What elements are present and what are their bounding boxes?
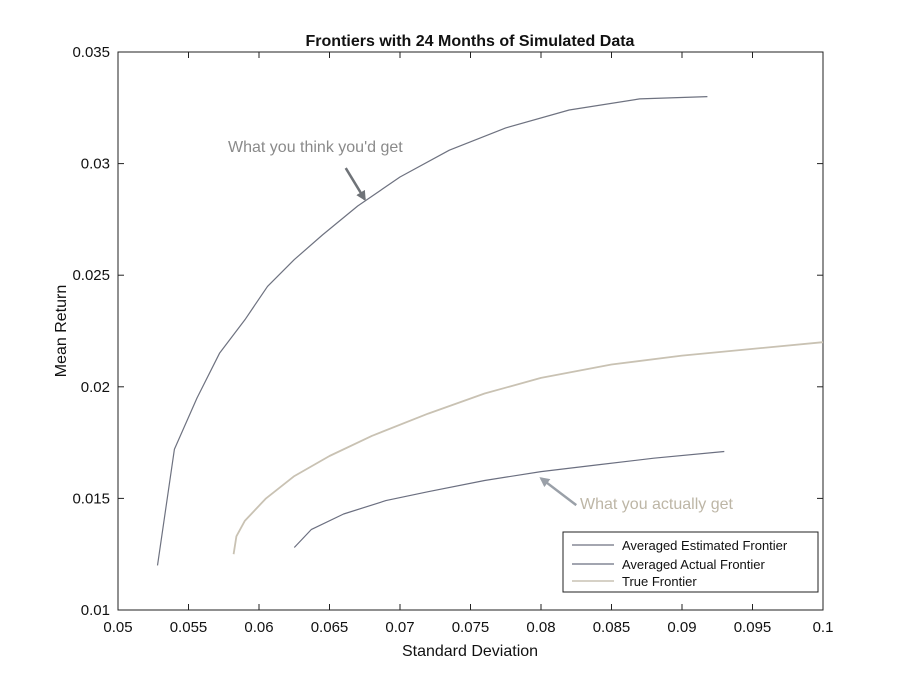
actual-frontier-line (293, 450, 725, 548)
annotation-text-actual: What you actually get (580, 496, 734, 513)
x-tick-label: 0.065 (311, 619, 349, 636)
x-tick-label: 0.06 (244, 619, 273, 636)
x-tick-label: 0.08 (526, 619, 555, 636)
y-axis-ticks: 0.01 0.015 0.02 0.025 0.03 0.035 (72, 44, 823, 619)
legend-box (562, 531, 819, 593)
legend-label-true: True Frontier (622, 574, 697, 589)
x-tick-label: 0.05 (103, 619, 132, 636)
annotation-text-estimated: What you think you'd get (228, 139, 403, 156)
true-frontier-line (232, 341, 824, 555)
plot-area (117, 51, 824, 611)
y-tick-label: 0.035 (72, 44, 110, 61)
x-tick-label: 0.085 (593, 619, 631, 636)
y-tick-label: 0.025 (72, 267, 110, 284)
x-axis-label: Standard Deviation (402, 643, 538, 660)
series-layer (156, 96, 824, 566)
y-tick-label: 0.01 (81, 602, 110, 619)
legend-label-actual: Averaged Actual Frontier (622, 557, 766, 572)
annotation-arrow-actual (539, 477, 578, 507)
y-tick-label: 0.02 (81, 379, 110, 396)
y-axis-label: Mean Return (53, 285, 70, 378)
estimated-frontier-line (156, 96, 708, 566)
x-tick-label: 0.07 (385, 619, 414, 636)
x-tick-label: 0.055 (170, 619, 208, 636)
chart-title: Frontiers with 24 Months of Simulated Da… (306, 33, 635, 50)
y-tick-label: 0.03 (81, 156, 110, 173)
y-tick-label: 0.015 (72, 490, 110, 507)
x-tick-label: 0.1 (813, 619, 834, 636)
legend: Averaged Estimated Frontier Averaged Act… (562, 531, 819, 593)
annotation-layer: What you think you'd get What you actuall… (228, 139, 734, 513)
x-tick-label: 0.095 (734, 619, 772, 636)
legend-label-estimated: Averaged Estimated Frontier (622, 538, 788, 553)
x-tick-label: 0.075 (452, 619, 490, 636)
x-axis-ticks: 0.05 0.055 0.06 0.065 0.07 0.075 0.08 0.085 0.09… (103, 52, 833, 636)
annotation-arrow-estimated (344, 167, 366, 202)
x-tick-label: 0.09 (667, 619, 696, 636)
